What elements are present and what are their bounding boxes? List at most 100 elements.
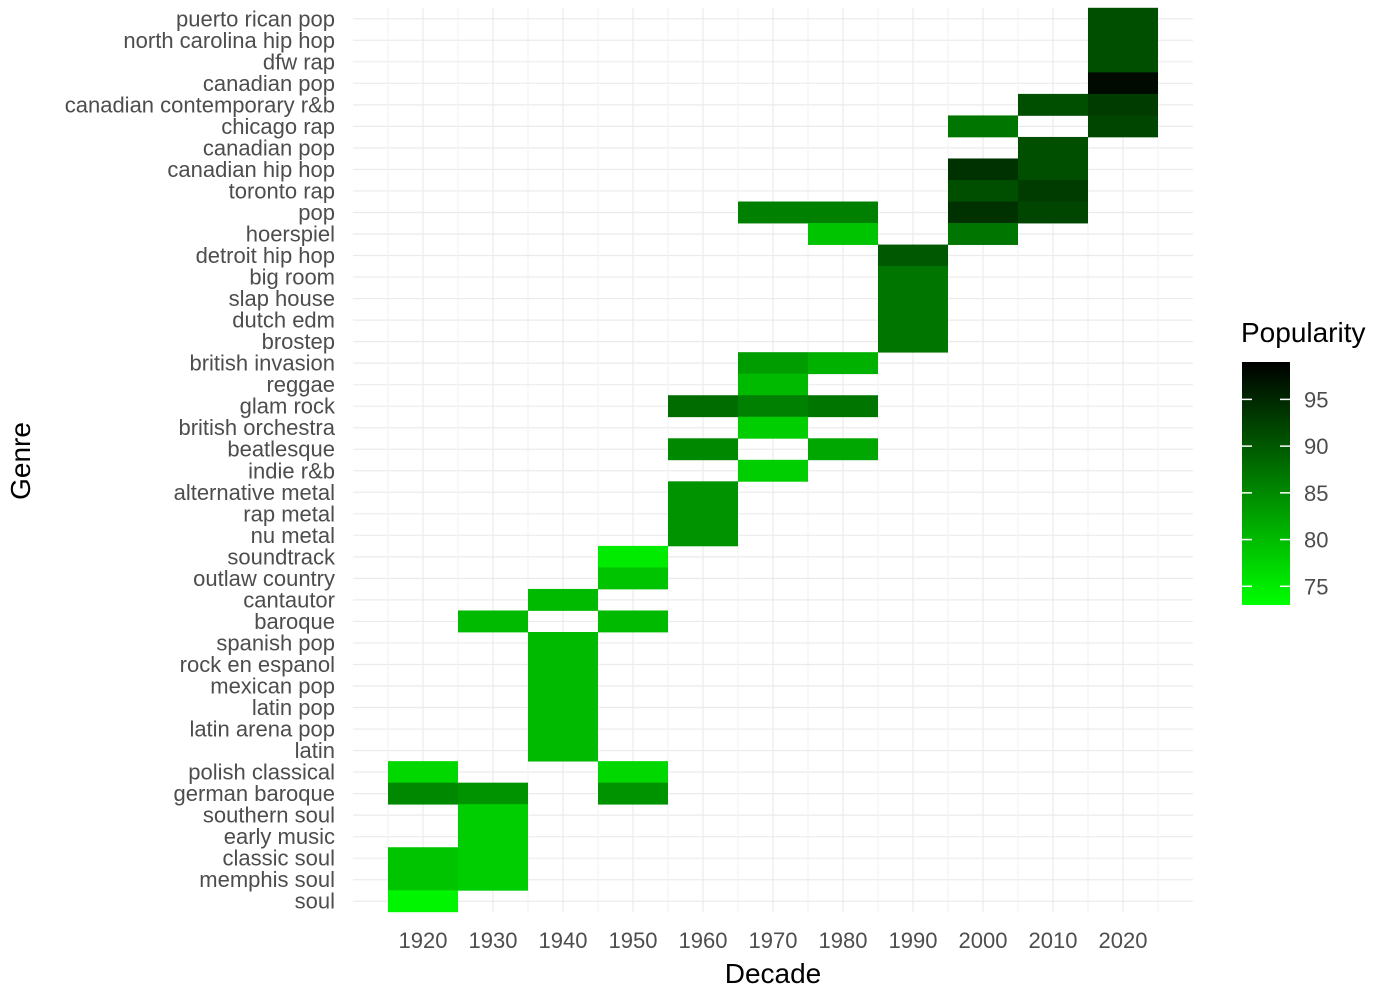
legend-tick-label: 85 <box>1304 481 1328 506</box>
y-tick-label: latin pop <box>252 695 335 720</box>
heatmap-cell <box>948 201 1018 224</box>
y-tick-label: rap metal <box>243 501 335 526</box>
y-tick-label: slap house <box>229 286 335 311</box>
heatmap-cell <box>528 653 598 676</box>
heatmap-cell <box>1018 158 1088 181</box>
x-tick-label: 1950 <box>609 928 658 953</box>
x-tick-label: 1920 <box>399 928 448 953</box>
heatmap-cell <box>878 287 948 310</box>
legend-tick-label: 95 <box>1304 387 1328 412</box>
heatmap-cell <box>668 481 738 504</box>
heatmap-cell <box>1018 201 1088 224</box>
heatmap-cell <box>528 718 598 741</box>
y-tick-label: canadian contemporary r&b <box>65 92 335 117</box>
heatmap-cell <box>1018 179 1088 202</box>
heatmap-cell <box>738 352 808 375</box>
heatmap-cell <box>948 223 1018 245</box>
y-tick-label: brostep <box>262 329 335 354</box>
x-axis-title: Decade <box>725 958 822 989</box>
legend-tick-label: 75 <box>1304 574 1328 599</box>
y-tick-label: polish classical <box>188 760 335 785</box>
heatmap-cell <box>948 179 1018 202</box>
x-tick-label: 2020 <box>1099 928 1148 953</box>
y-tick-label: latin arena pop <box>189 717 335 742</box>
heatmap-cell <box>878 330 948 353</box>
heatmap-cell <box>1088 115 1158 138</box>
legend-ticks: 75 80 85 90 95 <box>1242 387 1328 599</box>
x-tick-label: 1970 <box>749 928 798 953</box>
x-tick-label: 1990 <box>889 928 938 953</box>
y-tick-label: reggae <box>266 372 335 397</box>
heatmap-cell <box>738 395 808 418</box>
heatmap-cell <box>528 739 598 762</box>
heatmap-cell <box>808 438 878 461</box>
heatmap-cell <box>598 567 668 590</box>
y-tick-label: big room <box>249 265 335 290</box>
y-tick-label: dutch edm <box>232 308 335 333</box>
y-tick-label: north carolina hip hop <box>123 28 335 53</box>
heatmap-cell <box>738 416 808 439</box>
heatmap-cell <box>598 610 668 633</box>
heatmap-cell <box>668 524 738 547</box>
heatmap-cell <box>808 201 878 224</box>
heatmap-cell <box>388 847 458 870</box>
heatmap-cell <box>668 502 738 525</box>
y-tick-label: outlaw country <box>193 566 335 591</box>
heatmap-cells <box>388 7 1158 913</box>
y-tick-label: canadian pop <box>203 135 335 160</box>
heatmap-cell <box>808 395 878 418</box>
heatmap-cell <box>1088 7 1158 30</box>
heatmap-cell <box>808 352 878 375</box>
y-axis-title: Genre <box>5 422 36 500</box>
x-tick-label: 1930 <box>469 928 518 953</box>
heatmap-cell <box>738 373 808 396</box>
y-tick-label: mexican pop <box>210 674 335 699</box>
x-tick-label: 2010 <box>1029 928 1078 953</box>
heatmap-cell <box>878 309 948 332</box>
y-tick-label: latin <box>295 738 335 763</box>
y-tick-label: toronto rap <box>229 178 335 203</box>
heatmap-cell <box>598 782 668 805</box>
y-tick-label: chicago rap <box>221 114 335 139</box>
heatmap-cell <box>458 825 528 848</box>
y-tick-label: spanish pop <box>216 630 335 655</box>
y-tick-label: soundtrack <box>227 544 336 569</box>
legend-tick-label: 80 <box>1304 528 1328 553</box>
heatmap-cell <box>528 588 598 611</box>
y-tick-label: beatlesque <box>227 437 335 462</box>
legend-tick-label: 90 <box>1304 434 1328 459</box>
legend-title: Popularity <box>1241 317 1366 348</box>
heatmap-cell <box>668 438 738 461</box>
y-tick-label: dfw rap <box>263 49 335 74</box>
y-tick-label: early music <box>224 824 335 849</box>
heatmap-cell <box>598 545 668 568</box>
y-tick-label: indie r&b <box>248 458 335 483</box>
heatmap-cell <box>388 761 458 784</box>
heatmap-cell <box>388 782 458 805</box>
y-tick-label: glam rock <box>240 394 336 419</box>
heatmap-cell <box>1088 93 1158 116</box>
y-tick-label: canadian hip hop <box>167 157 335 182</box>
x-tick-label: 1980 <box>819 928 868 953</box>
heatmap-cell <box>458 804 528 827</box>
y-tick-label: cantautor <box>243 587 335 612</box>
y-tick-label: german baroque <box>174 781 335 806</box>
heatmap-cell <box>528 696 598 719</box>
heatmap-cell <box>1088 50 1158 73</box>
heatmap-cell <box>668 395 738 418</box>
heatmap-cell <box>458 868 528 891</box>
heatmap-cell <box>458 610 528 633</box>
heatmap-cell <box>388 890 458 913</box>
y-tick-label: detroit hip hop <box>196 243 335 268</box>
heatmap-cell <box>1018 136 1088 159</box>
y-tick-label: canadian pop <box>203 71 335 96</box>
legend-color-bar <box>1242 362 1290 605</box>
heatmap-cell <box>1018 93 1088 116</box>
heatmap-cell <box>808 223 878 245</box>
heatmap-cell <box>738 201 808 224</box>
heatmap-cell <box>458 847 528 870</box>
heatmap-cell <box>948 158 1018 181</box>
heatmap-cell <box>598 761 668 784</box>
